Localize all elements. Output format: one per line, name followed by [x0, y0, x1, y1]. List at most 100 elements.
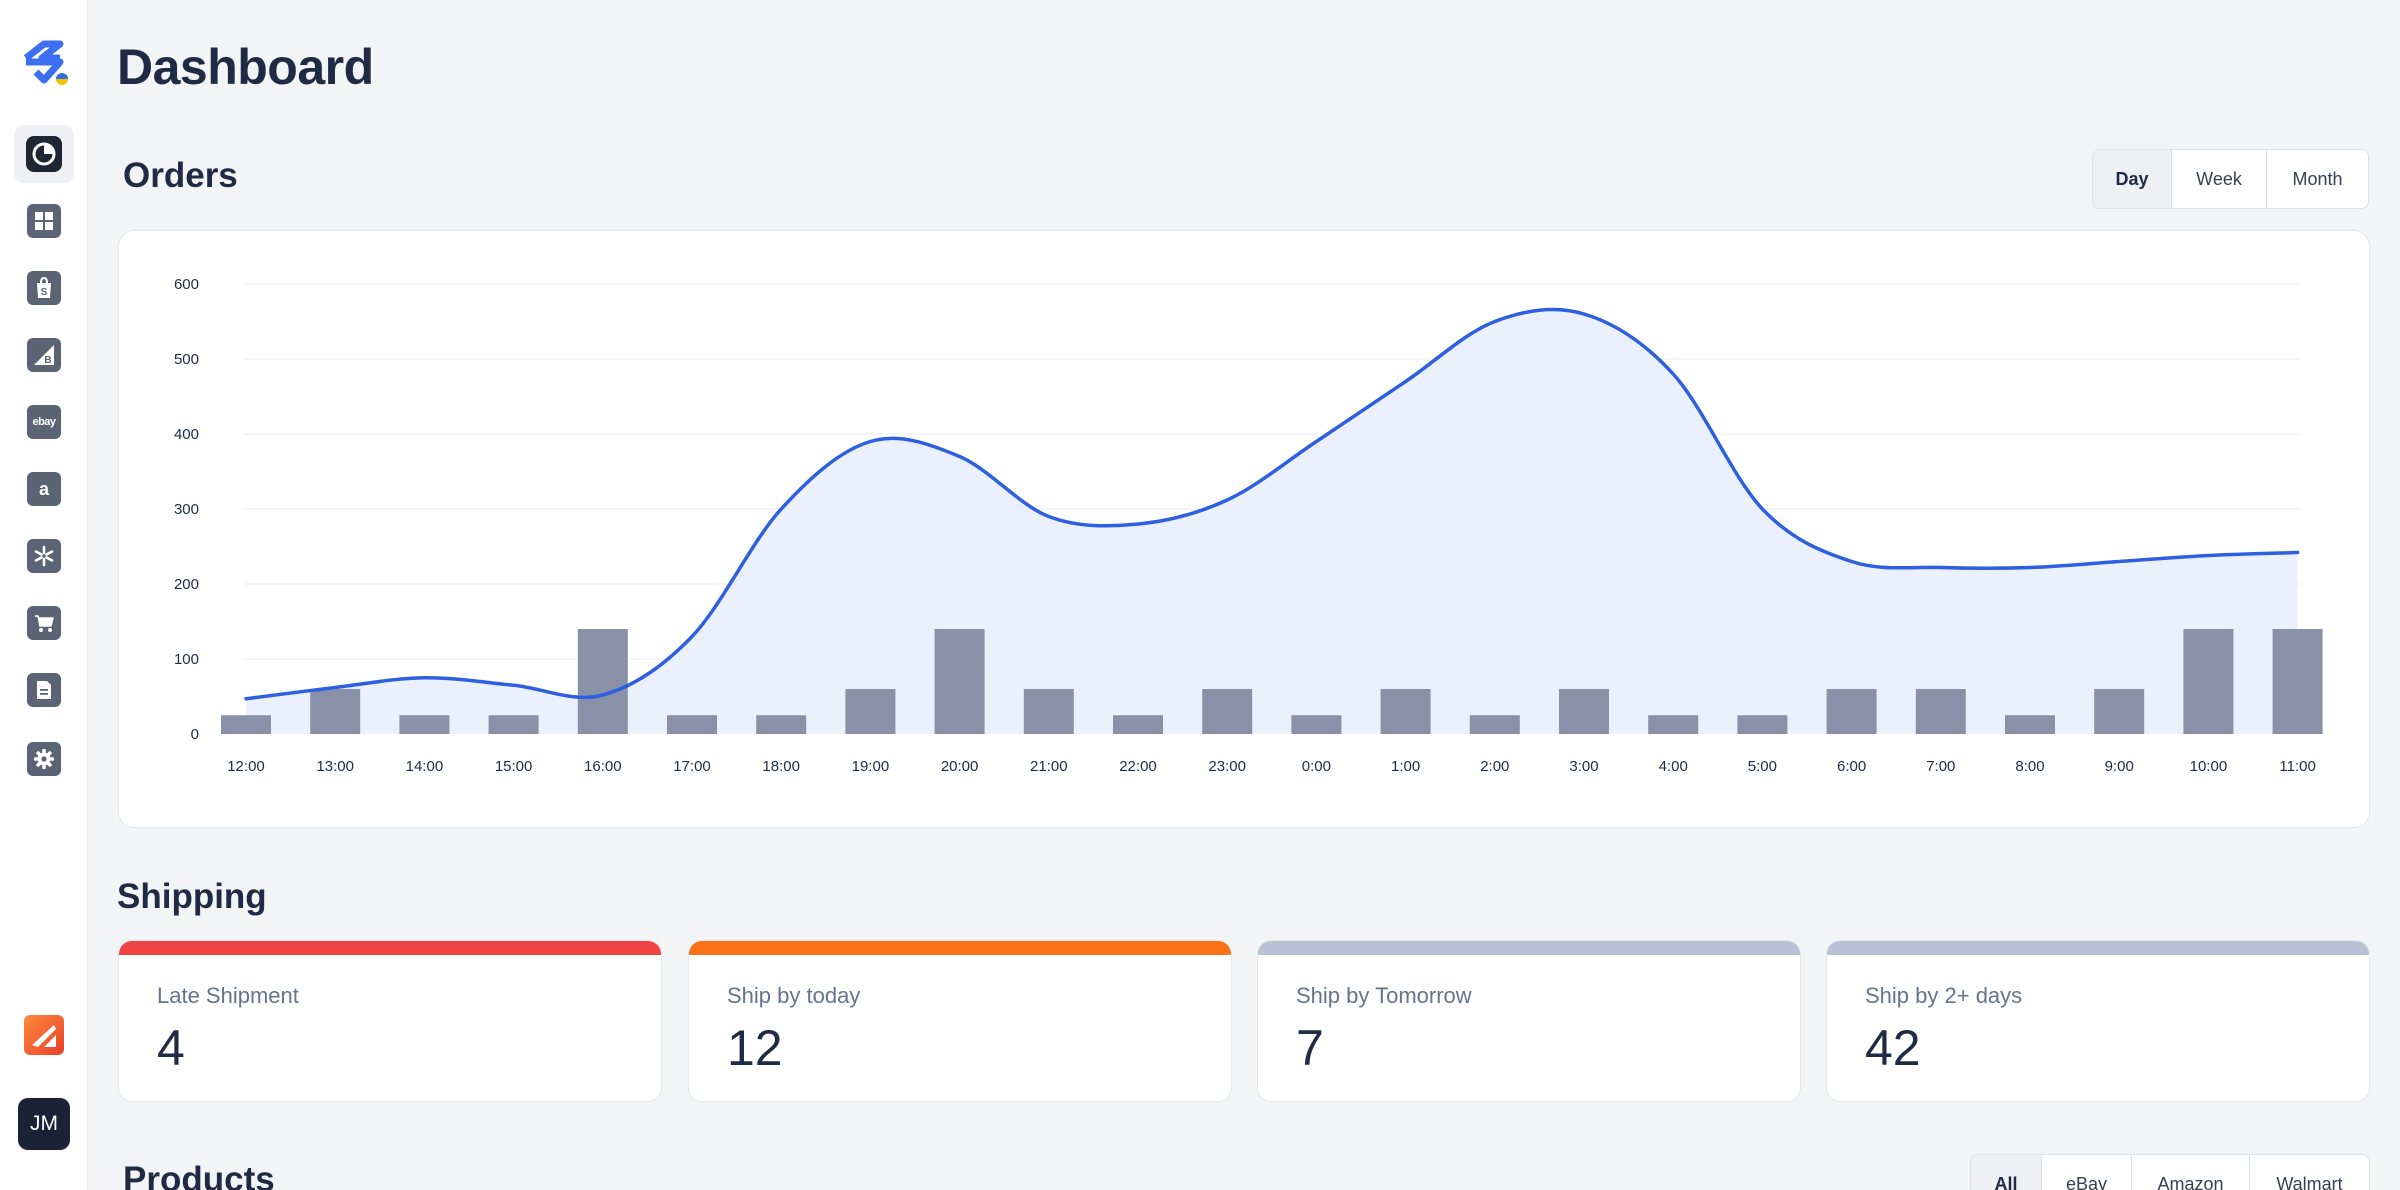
orders-area [246, 309, 2298, 734]
ship-later-label: Ship by 2+ days [1865, 983, 2023, 1008]
orders-period-toggle: Day Week Month [2092, 149, 2369, 209]
orders-bar [845, 689, 896, 734]
orders-bar [2272, 629, 2323, 734]
x-tick-label: 20:00 [941, 758, 979, 775]
orders-bar [1291, 715, 1342, 734]
zoho-icon[interactable] [24, 1015, 64, 1055]
pie-chart-icon [26, 136, 62, 172]
orders-bar [2005, 715, 2055, 734]
sidebar-item-bigcommerce[interactable]: B [14, 326, 74, 384]
cart-icon [27, 606, 61, 640]
sidebar-item-reports[interactable] [14, 661, 74, 719]
svg-text:S: S [41, 287, 48, 298]
ship-today-value: 12 [727, 1020, 783, 1076]
period-week-button[interactable]: Week [2171, 150, 2266, 208]
y-tick-label: 0 [191, 726, 199, 743]
x-tick-label: 14:00 [406, 758, 444, 775]
shipping-title: Shipping [117, 877, 267, 916]
filter-ebay-button[interactable]: eBay [2041, 1155, 2131, 1190]
sidebar-item-amazon[interactable]: a [14, 460, 74, 518]
orders-bar [1380, 689, 1431, 734]
x-tick-label: 18:00 [762, 758, 800, 775]
orders-bar [1648, 715, 1699, 734]
gear-icon [27, 742, 61, 776]
ship-today-label: Ship by today [727, 983, 861, 1008]
x-tick-label: 11:00 [2279, 758, 2315, 775]
y-tick-label: 600 [174, 276, 199, 293]
shopify-icon: S [27, 271, 61, 305]
filter-walmart-button[interactable]: Walmart [2249, 1155, 2369, 1190]
x-tick-label: 8:00 [2015, 758, 2044, 775]
orders-bar [1469, 715, 1520, 734]
avatar[interactable]: JM [18, 1098, 70, 1150]
ebay-icon: ebay [27, 405, 61, 439]
sidebar-item-dashboard[interactable] [14, 125, 74, 183]
x-tick-label: 22:00 [1119, 758, 1157, 775]
ship-later-card[interactable]: Ship by 2+ days 42 [1826, 940, 2370, 1102]
x-tick-label: 12:00 [227, 758, 265, 775]
x-tick-label: 4:00 [1659, 758, 1688, 775]
ship-tomorrow-card[interactable]: Ship by Tomorrow 7 [1257, 940, 1801, 1102]
y-tick-label: 400 [174, 426, 199, 443]
y-tick-label: 300 [174, 501, 199, 518]
x-tick-label: 0:00 [1302, 758, 1331, 775]
orders-bar [1915, 689, 1966, 734]
x-tick-label: 2:00 [1480, 758, 1509, 775]
sidebar-item-inventory[interactable] [14, 192, 74, 250]
orders-bar [1737, 715, 1788, 734]
x-tick-label: 6:00 [1837, 758, 1866, 775]
late-shipment-label: Late Shipment [157, 983, 299, 1008]
document-icon [27, 673, 61, 707]
orders-chart: 0 100 200 300 400 500 600 12:00 13:00 14:00 15:00 1… [174, 276, 2323, 775]
filter-all-button[interactable]: All [1971, 1155, 2041, 1190]
bigcommerce-icon: B [27, 338, 61, 372]
ship-tomorrow-value: 7 [1296, 1020, 1324, 1076]
orders-bar [1113, 715, 1163, 734]
app-logo-icon[interactable] [16, 36, 72, 92]
ship-today-card[interactable]: Ship by today 12 [688, 940, 1232, 1102]
late-shipment-bar [119, 941, 661, 955]
sidebar: S B ebay a [0, 0, 88, 1190]
orders-bar [756, 715, 807, 734]
x-tick-label: 3:00 [1569, 758, 1598, 775]
orders-bar [1023, 689, 1074, 734]
orders-bar [2094, 689, 2145, 734]
x-tick-label: 19:00 [852, 758, 890, 775]
ship-tomorrow-label: Ship by Tomorrow [1296, 983, 1472, 1008]
orders-bar [399, 715, 450, 734]
orders-bar [221, 715, 271, 734]
orders-bar [1559, 689, 1609, 734]
page-title: Dashboard [117, 39, 374, 95]
orders-line [244, 307, 2300, 701]
sidebar-item-ebay[interactable]: ebay [14, 393, 74, 451]
orders-title: Orders [123, 156, 238, 195]
period-month-button[interactable]: Month [2266, 150, 2368, 208]
orders-bar [667, 715, 717, 734]
x-tick-label: 10:00 [2190, 758, 2228, 775]
filter-amazon-button[interactable]: Amazon [2131, 1155, 2249, 1190]
box-icon [27, 204, 61, 238]
x-tick-label: 17:00 [673, 758, 711, 775]
ship-today-bar [689, 941, 1231, 955]
ship-later-value: 42 [1865, 1020, 1921, 1076]
x-tick-label: 13:00 [316, 758, 354, 775]
products-filter-toggle: All eBay Amazon Walmart [1970, 1154, 2370, 1190]
sidebar-item-orders[interactable] [14, 594, 74, 652]
x-tick-label: 5:00 [1748, 758, 1777, 775]
orders-bar [310, 689, 361, 734]
late-shipment-value: 4 [157, 1020, 185, 1076]
x-tick-label: 7:00 [1926, 758, 1955, 775]
ship-tomorrow-bar [1258, 941, 1800, 955]
y-tick-label: 500 [174, 351, 199, 368]
x-tick-label: 21:00 [1030, 758, 1068, 775]
sidebar-item-settings[interactable] [14, 730, 74, 788]
products-title: Products [123, 1160, 275, 1190]
y-tick-label: 100 [174, 651, 199, 668]
period-day-button[interactable]: Day [2093, 150, 2171, 208]
sidebar-item-walmart[interactable] [14, 527, 74, 585]
sidebar-item-shopify[interactable]: S [14, 259, 74, 317]
walmart-icon [27, 539, 61, 573]
amazon-icon: a [27, 472, 61, 506]
orders-bar [1826, 689, 1877, 734]
late-shipment-card[interactable]: Late Shipment 4 [118, 940, 662, 1102]
